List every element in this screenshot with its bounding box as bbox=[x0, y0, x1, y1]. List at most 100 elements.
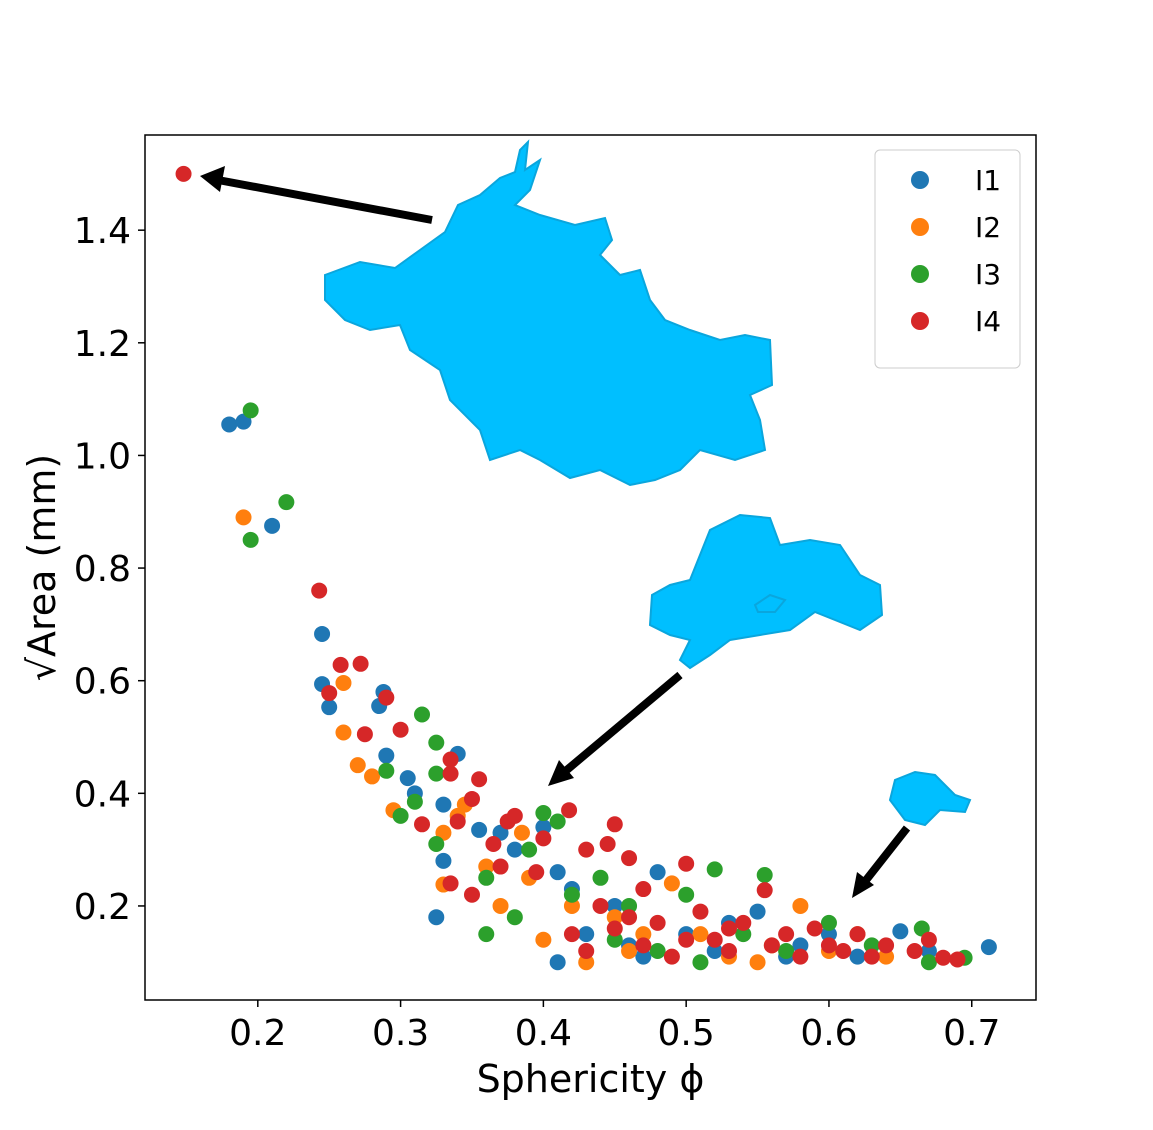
x-tick-label: 0.2 bbox=[229, 1013, 286, 1054]
point bbox=[535, 931, 552, 948]
point bbox=[356, 726, 373, 743]
point bbox=[706, 943, 723, 960]
point bbox=[492, 897, 509, 914]
point bbox=[506, 841, 523, 858]
y-tick-label: 0.8 bbox=[74, 549, 131, 590]
point bbox=[820, 914, 837, 931]
point bbox=[635, 881, 652, 898]
y-tick-label: 0.4 bbox=[74, 774, 131, 815]
point bbox=[428, 909, 445, 926]
point bbox=[578, 926, 595, 943]
y-tick-label: 1.0 bbox=[74, 436, 131, 477]
point bbox=[242, 531, 259, 548]
point bbox=[378, 762, 395, 779]
legend-box bbox=[874, 149, 1021, 369]
point bbox=[721, 920, 738, 937]
point bbox=[478, 858, 495, 875]
point bbox=[264, 517, 281, 534]
point bbox=[706, 861, 723, 878]
point bbox=[175, 165, 192, 182]
legend-marker bbox=[911, 312, 929, 330]
point bbox=[735, 914, 752, 931]
point bbox=[428, 734, 445, 751]
point bbox=[561, 802, 578, 819]
point bbox=[778, 943, 795, 960]
point bbox=[435, 796, 452, 813]
y-axis-label: √Area (mm) bbox=[20, 454, 64, 681]
point bbox=[442, 765, 459, 782]
arrows bbox=[217, 176, 911, 887]
point bbox=[278, 494, 295, 511]
point bbox=[378, 747, 395, 764]
point bbox=[406, 793, 423, 810]
arrow bbox=[559, 671, 683, 778]
arrow bbox=[217, 176, 433, 224]
x-tick-label: 0.4 bbox=[515, 1013, 572, 1054]
point bbox=[314, 625, 331, 642]
point bbox=[578, 841, 595, 858]
point bbox=[621, 909, 638, 926]
x-tick-label: 0.5 bbox=[658, 1013, 715, 1054]
point bbox=[528, 864, 545, 881]
point bbox=[635, 937, 652, 954]
point bbox=[935, 949, 952, 966]
point bbox=[878, 937, 895, 954]
medium-pore-shape bbox=[648, 513, 884, 670]
x-tick-label: 0.3 bbox=[372, 1013, 429, 1054]
point bbox=[756, 882, 773, 899]
point bbox=[535, 805, 552, 822]
point bbox=[521, 841, 538, 858]
point bbox=[621, 897, 638, 914]
point bbox=[535, 830, 552, 847]
point bbox=[692, 926, 709, 943]
point bbox=[749, 903, 766, 920]
y-tick-label: 0.2 bbox=[74, 887, 131, 928]
legend-marker bbox=[911, 218, 929, 236]
point bbox=[321, 685, 338, 702]
legend-label: I3 bbox=[975, 258, 1001, 291]
point bbox=[335, 724, 352, 741]
point bbox=[463, 790, 480, 807]
point bbox=[335, 674, 352, 691]
point bbox=[849, 926, 866, 943]
point bbox=[863, 937, 880, 954]
legend-marker bbox=[911, 171, 929, 189]
point bbox=[506, 807, 523, 824]
point bbox=[578, 943, 595, 960]
point bbox=[399, 770, 416, 787]
point bbox=[599, 836, 616, 853]
point bbox=[756, 866, 773, 883]
point bbox=[592, 869, 609, 886]
point bbox=[649, 914, 666, 931]
point bbox=[549, 864, 566, 881]
legend-label: I1 bbox=[975, 164, 1001, 197]
point bbox=[735, 926, 752, 943]
point bbox=[863, 948, 880, 965]
point bbox=[649, 943, 666, 960]
point bbox=[492, 858, 509, 875]
point bbox=[792, 897, 809, 914]
point bbox=[606, 931, 623, 948]
large-pore-shape bbox=[324, 139, 774, 487]
point bbox=[692, 954, 709, 971]
point bbox=[392, 721, 409, 738]
point bbox=[792, 948, 809, 965]
point bbox=[878, 948, 895, 965]
x-tick-label: 0.7 bbox=[943, 1013, 1000, 1054]
point bbox=[563, 926, 580, 943]
point bbox=[692, 903, 709, 920]
point bbox=[435, 852, 452, 869]
arrow-head bbox=[548, 760, 574, 786]
point bbox=[920, 954, 937, 971]
point bbox=[606, 816, 623, 833]
point bbox=[763, 937, 780, 954]
y-tick-label: 1.4 bbox=[74, 211, 131, 252]
point bbox=[820, 926, 837, 943]
point bbox=[549, 813, 566, 830]
point bbox=[392, 807, 409, 824]
point bbox=[849, 948, 866, 965]
point bbox=[792, 937, 809, 954]
point bbox=[242, 402, 259, 419]
x-axis-label: Sphericity ϕ bbox=[477, 1057, 705, 1101]
